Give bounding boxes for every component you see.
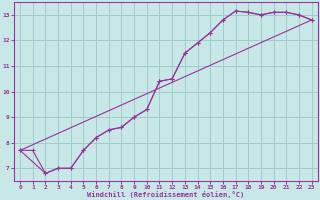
X-axis label: Windchill (Refroidissement éolien,°C): Windchill (Refroidissement éolien,°C): [87, 191, 244, 198]
